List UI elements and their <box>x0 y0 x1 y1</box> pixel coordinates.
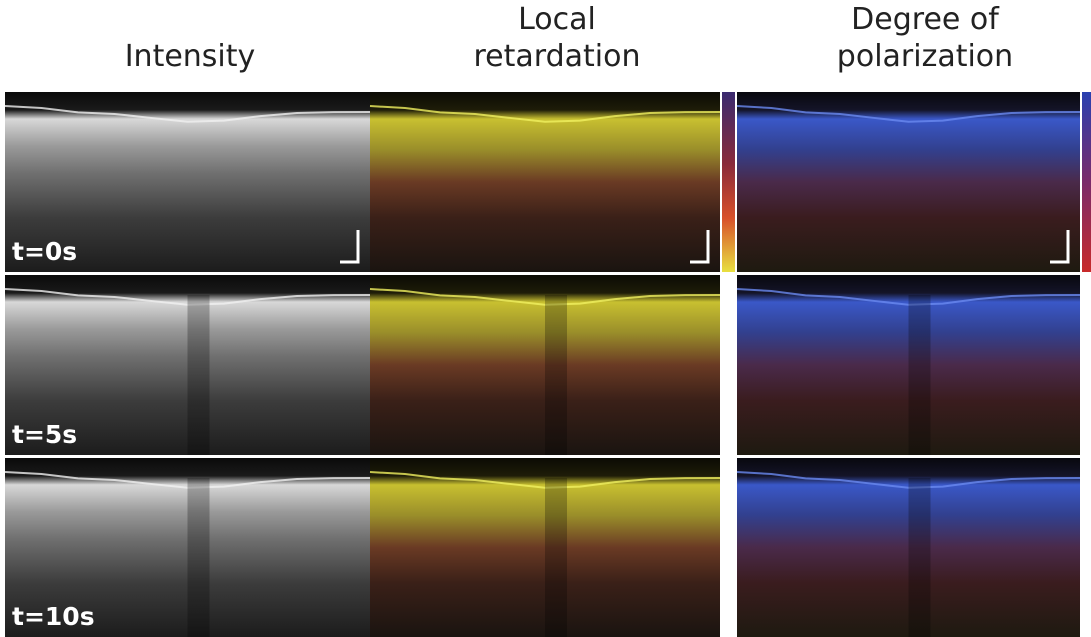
panels: t=0s t=5s t=10s <box>5 92 1091 637</box>
row-label: t=5s <box>12 420 77 449</box>
row-label: t=10s <box>12 602 95 631</box>
colorbar <box>722 92 735 272</box>
column-title: Degree of <box>851 2 1000 37</box>
shadow <box>188 478 210 637</box>
oct-image <box>737 92 1080 272</box>
shadow <box>545 295 567 455</box>
figure: Intensity Localretardation Degree ofpolari… <box>0 0 1091 637</box>
shadow <box>188 295 210 455</box>
row-label: t=0s <box>12 237 77 266</box>
column-title: retardation <box>474 39 641 74</box>
colorbar <box>1082 92 1091 272</box>
shadow <box>545 478 567 637</box>
column-title: Local <box>518 2 596 37</box>
shadow <box>909 478 931 637</box>
column-title: polarization <box>837 39 1013 74</box>
shadow <box>909 295 931 455</box>
column-title: Intensity <box>125 39 256 74</box>
oct-image <box>370 92 720 272</box>
